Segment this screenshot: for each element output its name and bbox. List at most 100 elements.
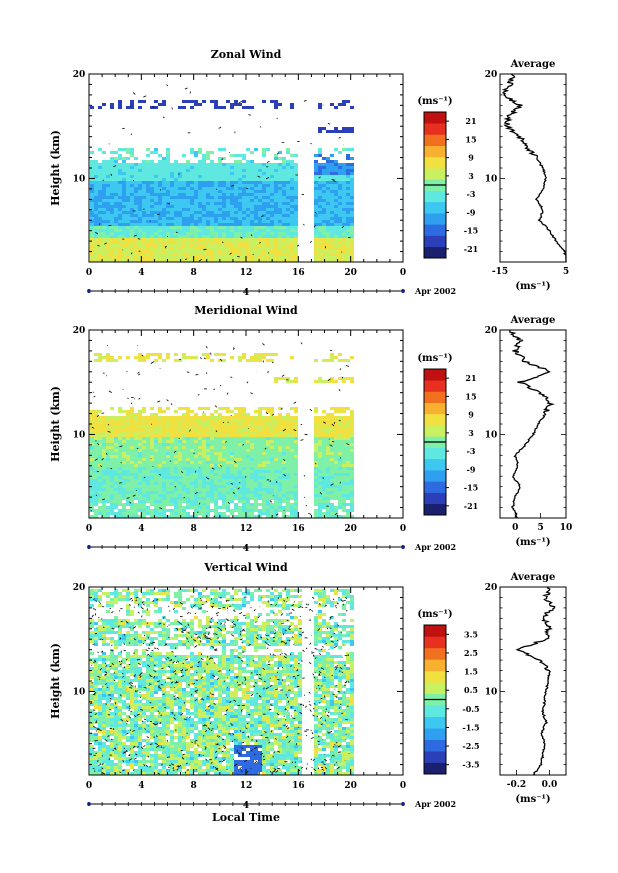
heatmap-cell bbox=[274, 443, 278, 446]
heatmap-cell bbox=[198, 488, 202, 491]
heatmap-cell bbox=[174, 497, 178, 500]
heatmap-cell bbox=[182, 494, 186, 497]
heatmap-cell bbox=[234, 238, 238, 241]
heatmap-cell bbox=[138, 199, 142, 202]
heatmap-cell bbox=[174, 494, 178, 497]
heatmap-cell bbox=[182, 455, 186, 458]
heatmap-cell bbox=[138, 455, 142, 458]
heatmap-cell bbox=[202, 476, 206, 479]
heatmap-cell bbox=[138, 461, 142, 464]
heatmap-cell bbox=[106, 476, 110, 479]
heatmap-cell bbox=[266, 461, 270, 464]
heatmap-cell bbox=[242, 470, 246, 473]
heatmap-cell bbox=[98, 223, 102, 226]
heatmap-cell bbox=[286, 446, 290, 449]
heatmap-cell bbox=[134, 223, 138, 226]
heatmap-cell bbox=[290, 220, 294, 223]
heatmap-cell bbox=[102, 151, 106, 154]
heatmap-cell bbox=[122, 440, 126, 443]
heatmap-cell bbox=[330, 416, 334, 419]
heatmap-cell bbox=[342, 205, 346, 208]
heatmap-cell bbox=[142, 172, 146, 175]
heatmap-cell bbox=[246, 181, 250, 184]
heatmap-cell bbox=[246, 205, 250, 208]
heatmap-cell bbox=[338, 253, 342, 256]
contour-segment bbox=[186, 371, 190, 373]
heatmap-cell bbox=[130, 446, 134, 449]
heatmap-cell bbox=[250, 458, 254, 461]
heatmap-cell bbox=[322, 470, 326, 473]
heatmap-cell bbox=[246, 202, 250, 205]
heatmap-cell bbox=[274, 250, 278, 253]
heatmap-cell bbox=[326, 184, 330, 187]
heatmap-cell bbox=[146, 356, 150, 359]
heatmap-cell bbox=[158, 452, 162, 455]
heatmap-cell bbox=[190, 467, 194, 470]
heatmap-cell bbox=[242, 416, 246, 419]
heatmap-cell bbox=[322, 199, 326, 202]
heatmap-cell bbox=[122, 512, 126, 515]
heatmap-cell bbox=[178, 461, 182, 464]
heatmap-cell bbox=[290, 443, 294, 446]
heatmap-cell bbox=[322, 506, 326, 509]
heatmap-cell bbox=[210, 455, 214, 458]
heatmap-cell bbox=[326, 157, 330, 160]
heatmap-cell bbox=[190, 178, 194, 181]
heatmap-cell bbox=[226, 226, 230, 229]
heatmap-cell bbox=[158, 479, 162, 482]
heatmap-cell bbox=[346, 503, 350, 506]
heatmap-cell bbox=[186, 356, 190, 359]
heatmap-cells bbox=[90, 353, 354, 518]
heatmap-cell bbox=[226, 223, 230, 226]
heatmap-cell bbox=[254, 250, 258, 253]
heatmap-cell bbox=[158, 509, 162, 512]
heatmap-cell bbox=[122, 160, 126, 163]
contour-segment bbox=[331, 423, 335, 427]
heatmap-cell bbox=[330, 455, 334, 458]
heatmap-cell bbox=[218, 446, 222, 449]
heatmap-cell bbox=[122, 452, 126, 455]
heatmap-cell bbox=[314, 208, 318, 211]
heatmap-cell bbox=[98, 455, 102, 458]
heatmap-cell bbox=[218, 238, 222, 241]
heatmap-cell bbox=[326, 160, 330, 163]
heatmap-cell bbox=[142, 437, 146, 440]
heatmap-cell bbox=[222, 440, 226, 443]
heatmap-cell bbox=[194, 464, 198, 467]
heatmap-cell bbox=[170, 175, 174, 178]
heatmap-cell bbox=[146, 235, 150, 238]
heatmap-cell bbox=[166, 241, 170, 244]
heatmap-cell bbox=[230, 223, 234, 226]
heatmap-cell bbox=[334, 422, 338, 425]
heatmap-cell bbox=[266, 407, 270, 410]
heatmap-cell bbox=[334, 437, 338, 440]
heatmap-cell bbox=[342, 425, 346, 428]
heatmap-cell bbox=[294, 259, 298, 262]
heatmap-cell bbox=[126, 449, 130, 452]
heatmap-cell bbox=[190, 443, 194, 446]
heatmap-cell bbox=[126, 476, 130, 479]
heatmap-cell bbox=[258, 437, 262, 440]
heatmap-cell bbox=[170, 512, 174, 515]
heatmap-cell bbox=[294, 220, 298, 223]
heatmap-cell bbox=[218, 217, 222, 220]
heatmap-cell bbox=[198, 244, 202, 247]
heatmap-cell bbox=[194, 488, 198, 491]
heatmap-cell bbox=[134, 229, 138, 232]
heatmap-cell bbox=[170, 256, 174, 259]
heatmap-cell bbox=[178, 512, 182, 515]
heatmap-cell bbox=[338, 247, 342, 250]
heatmap-cell bbox=[258, 482, 262, 485]
heatmap-cell bbox=[106, 515, 110, 518]
heatmap-cell bbox=[350, 494, 354, 497]
heatmap-cell bbox=[346, 407, 350, 410]
heatmap-cell bbox=[278, 181, 282, 184]
heatmap-cell bbox=[330, 202, 334, 205]
heatmap-cell bbox=[254, 440, 258, 443]
heatmap-cell bbox=[126, 217, 130, 220]
contour-segment bbox=[197, 394, 200, 396]
heatmap-cell bbox=[158, 515, 162, 518]
heatmap-cell bbox=[162, 434, 166, 437]
heatmap-cell bbox=[338, 428, 342, 431]
heatmap-cell bbox=[314, 190, 318, 193]
